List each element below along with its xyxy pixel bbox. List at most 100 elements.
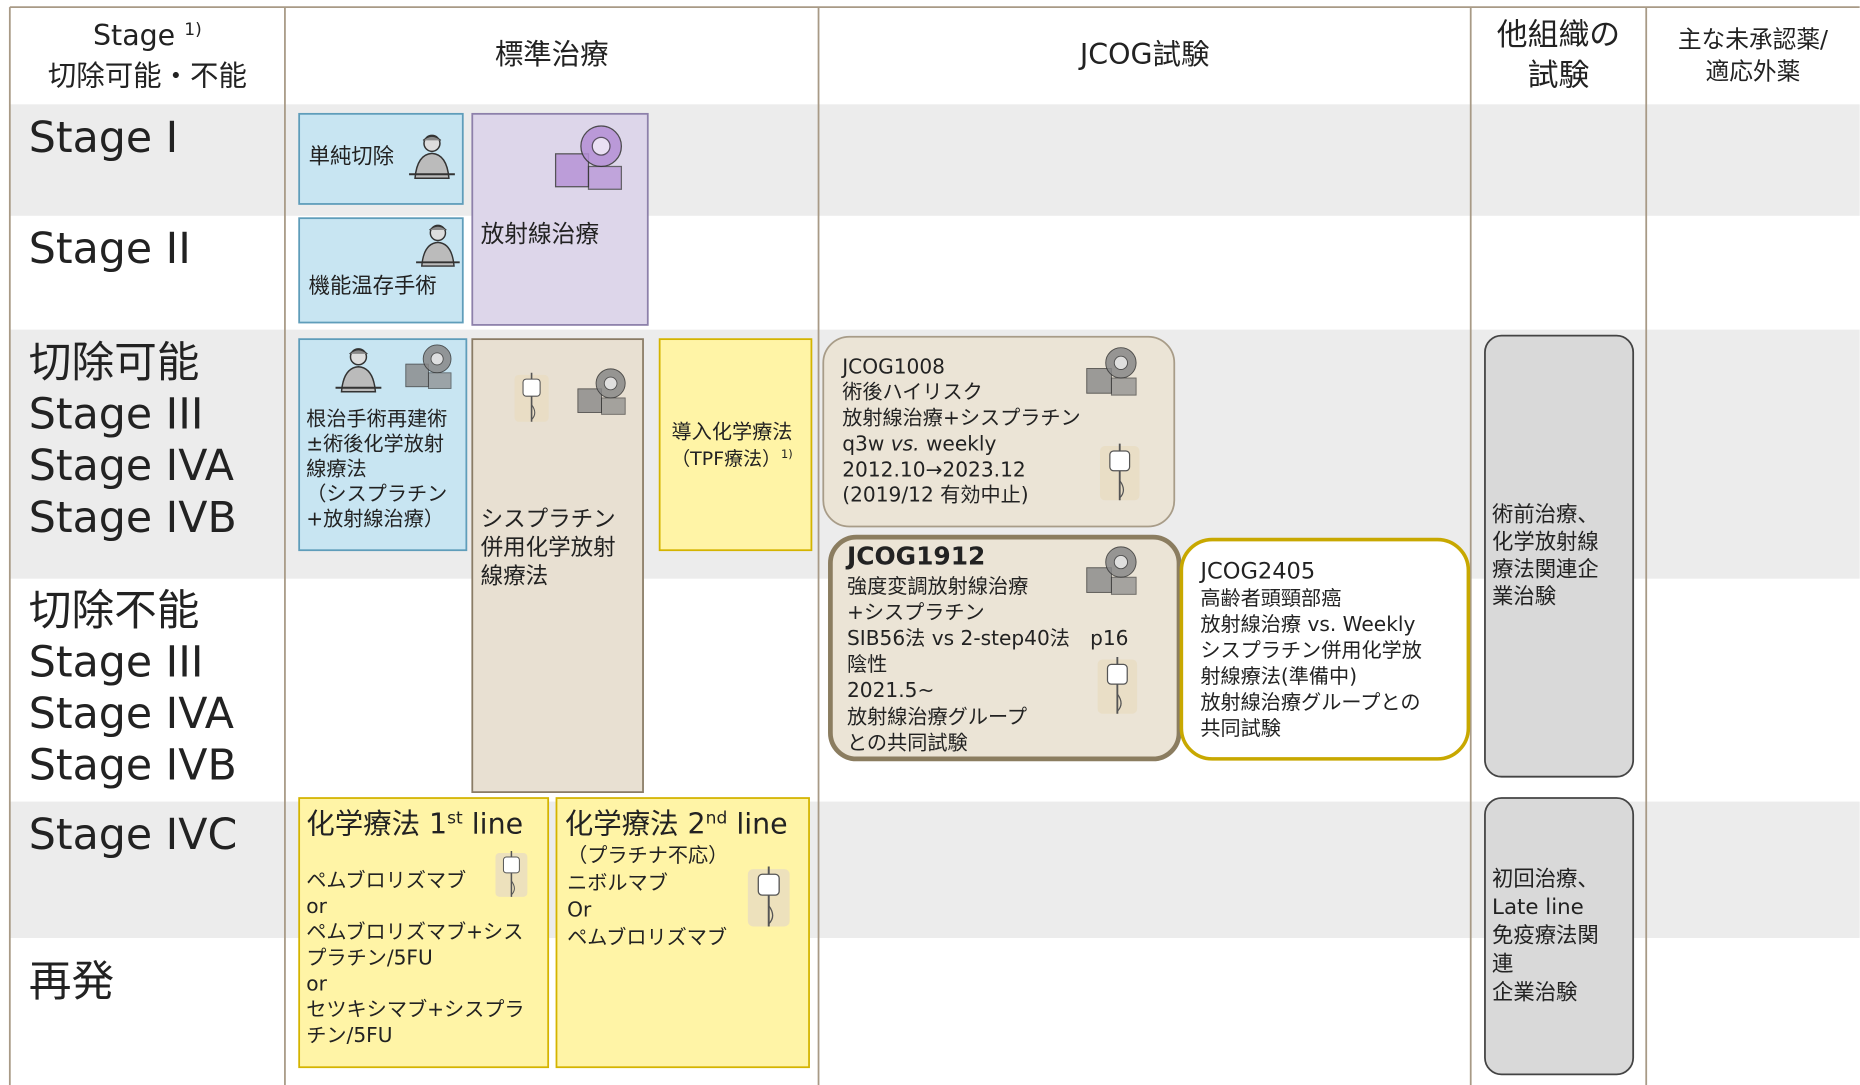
box-label: 療法関連企 [1492,557,1599,582]
header-jcog: JCOG試験 [1078,38,1210,71]
box-label: +放射線治療） [306,506,444,530]
box-title-part: st [447,809,463,829]
box-label: ペムブロリズマブ [567,925,727,949]
box-title: 化学療法 1st line [306,808,523,841]
box-label: チン/5FU [306,1023,392,1047]
box-label-part: q3w [842,432,890,456]
box-label: 放射線治療グループとの [1200,690,1420,714]
box-label: プラチン/5FU [306,946,433,970]
box-label: 機能温存手術 [309,274,437,299]
box-label: Or [567,898,592,922]
row-label: Stage IVA [29,689,234,739]
box-label: （プラチナ不応） [567,843,728,867]
box-label: 初回治療、 [1492,867,1599,892]
box-label: (2019/12 有効中止) [842,483,1028,507]
box-induction [658,338,813,552]
trial-id: JCOG2405 [1198,559,1315,585]
box-label: 放射線治療 vs. Weekly [1200,612,1415,636]
box-label: セツキシマブ+シスプラ [306,997,524,1021]
header-stage-part: 1) [184,20,202,40]
box-label: 併用化学放射 [481,535,616,561]
row-label: Stage III [29,390,204,440]
row-band [9,104,1860,216]
row-label: 切除不能 [29,586,200,636]
header-stage-part: Stage [93,19,184,52]
box-label: 陰性 [847,652,887,676]
icon-drip [1099,442,1141,502]
box-label: or [306,894,327,918]
box-label: ニボルマブ [567,870,668,894]
box-second-line [555,797,810,1069]
box-label: シスプラチン [481,506,616,532]
box-label: 強度変調放射線治療 [847,574,1028,598]
row-label: Stage III [29,637,204,687]
header-unapproved: 主な未承認薬/ [1678,25,1828,53]
box-jcog2405 [1179,537,1471,761]
icon-drip [513,371,550,423]
icon-drip [1096,656,1139,715]
box-label: 射線療法(準備中) [1200,664,1357,688]
box-label-part: weekly [920,432,997,456]
row-label: Stage I [29,113,178,163]
row-label: Stage IVC [29,810,237,860]
box-label: 放射線治療 [481,220,600,248]
trial-id: JCOG1912 [845,541,985,570]
box-label: 放射線治療+シスプラチン [842,406,1080,430]
box-label: 高齢者頭頸部癌 [1200,586,1341,610]
box-label: or [306,971,327,995]
box-label: +シスプラチン [847,600,985,624]
box-label: ペムブロリズマブ+シス [306,920,523,944]
row-label: Stage IVB [29,493,237,543]
box-label: 企業治験 [1492,981,1577,1006]
box-label: との共同試験 [847,730,968,754]
box-label: 免疫療法関 [1492,924,1599,949]
row-label: Stage II [29,224,191,274]
box-label: （シスプラチン [306,481,447,505]
box-title-part: 化学療法 1 [306,808,447,841]
icon-drip [494,850,529,898]
box-label: 放射線治療グループ [847,704,1027,728]
box-label-part: vs. [891,432,920,456]
box-first-line [298,797,550,1069]
header-stage: Stage 1) [93,19,202,52]
header-other-trials: 他組織の [1497,17,1620,53]
box-label: 連 [1492,952,1513,977]
box-label: 術後ハイリスク [842,379,983,403]
box-label: 共同試験 [1200,716,1281,740]
box-label: 線療法 [481,563,549,589]
row-label: 切除可能 [29,338,200,388]
box-label: 導入化学療法 [672,420,793,444]
box-label: ペムブロリズマブ [306,868,466,892]
box-label: （TPF療法）1) [671,447,792,470]
box-label: 業治験 [1492,585,1556,610]
box-label: シスプラチン併用化学放 [1200,638,1422,662]
header-resectability: 切除可能・不能 [48,59,247,92]
grid [8,6,1860,1085]
trial-id: JCOG1008 [840,355,945,379]
box-label: SIB56法 vs 2-step40法 p16 [847,626,1129,650]
box-label-part: （TPF療法） [671,448,781,470]
icon-drip [746,865,791,928]
box-title: 化学療法 2nd line [565,808,788,841]
box-label: 単純切除 [309,145,394,170]
row-label: Stage IVB [29,741,237,791]
box-neoadjuvant [1484,334,1635,778]
box-label: 術前治療、 [1492,503,1599,528]
row-label: 再発 [29,957,114,1007]
box-label: Late line [1492,895,1584,920]
header-unapproved: 適応外薬 [1706,57,1801,85]
box-label: 化学放射線 [1492,530,1599,555]
box-immunotherapy [1484,797,1635,1076]
box-label: q3w vs. weekly [842,432,996,456]
box-label: ±術後化学放射 [306,432,444,456]
box-label: 2012.10→2023.12 [842,458,1025,482]
box-title-part: line [463,808,523,841]
box-label: 2021.5~ [847,678,934,702]
box-title-part: nd [706,809,728,829]
box-label: 線療法 [306,457,366,481]
box-title-part: line [727,808,787,841]
box-title-part: 化学療法 2 [565,808,706,841]
